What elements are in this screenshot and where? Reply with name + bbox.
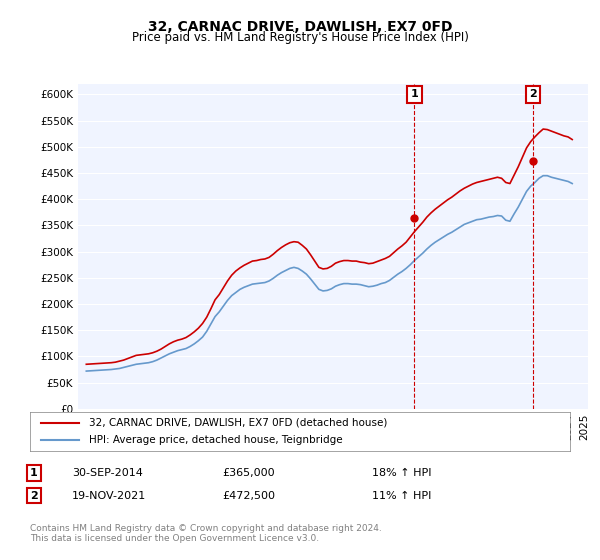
Text: 19-NOV-2021: 19-NOV-2021 [72,491,146,501]
Text: 1: 1 [410,90,418,100]
Text: 2: 2 [529,90,537,100]
Text: Price paid vs. HM Land Registry's House Price Index (HPI): Price paid vs. HM Land Registry's House … [131,31,469,44]
Text: 30-SEP-2014: 30-SEP-2014 [72,468,143,478]
Text: £472,500: £472,500 [222,491,275,501]
Text: 32, CARNAC DRIVE, DAWLISH, EX7 0FD: 32, CARNAC DRIVE, DAWLISH, EX7 0FD [148,20,452,34]
Text: 32, CARNAC DRIVE, DAWLISH, EX7 0FD (detached house): 32, CARNAC DRIVE, DAWLISH, EX7 0FD (deta… [89,418,388,428]
Text: 1: 1 [30,468,38,478]
Text: Contains HM Land Registry data © Crown copyright and database right 2024.
This d: Contains HM Land Registry data © Crown c… [30,524,382,543]
Text: 2: 2 [30,491,38,501]
Text: HPI: Average price, detached house, Teignbridge: HPI: Average price, detached house, Teig… [89,435,343,445]
Text: 11% ↑ HPI: 11% ↑ HPI [372,491,431,501]
Text: £365,000: £365,000 [222,468,275,478]
Text: 18% ↑ HPI: 18% ↑ HPI [372,468,431,478]
